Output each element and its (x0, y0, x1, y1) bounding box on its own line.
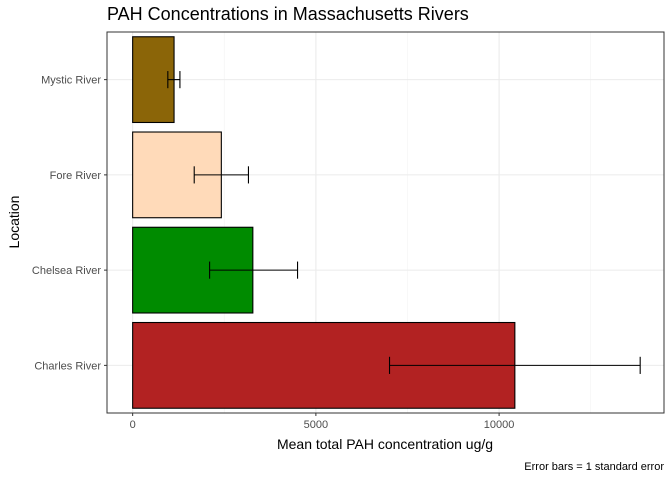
x-tick-label: 5000 (304, 419, 328, 431)
x-axis-title: Mean total PAH concentration ug/g (277, 436, 493, 452)
x-tick-label: 0 (130, 419, 136, 431)
chart-title: PAH Concentrations in Massachusetts Rive… (107, 4, 469, 24)
error-bar (209, 261, 299, 279)
y-tick-label: Mystic River (41, 75, 101, 87)
y-axis-title: Location (6, 196, 22, 249)
x-tick-label: 10000 (484, 419, 515, 431)
y-tick-label: Fore River (50, 170, 102, 182)
chart-caption: Error bars = 1 standard error (524, 461, 664, 473)
error-bar (388, 356, 641, 374)
y-tick-label: Chelsea River (32, 265, 101, 277)
error-bars (167, 71, 641, 374)
y-axis-ticks: Mystic River Fore River Chelsea River Charl… (32, 75, 107, 372)
x-axis-ticks: 0 5000 10000 (130, 413, 515, 431)
plot-border (106, 31, 665, 414)
y-tick-label: Charles River (34, 360, 101, 372)
error-bar (167, 71, 181, 89)
error-bar (193, 166, 249, 184)
bars (132, 36, 516, 409)
